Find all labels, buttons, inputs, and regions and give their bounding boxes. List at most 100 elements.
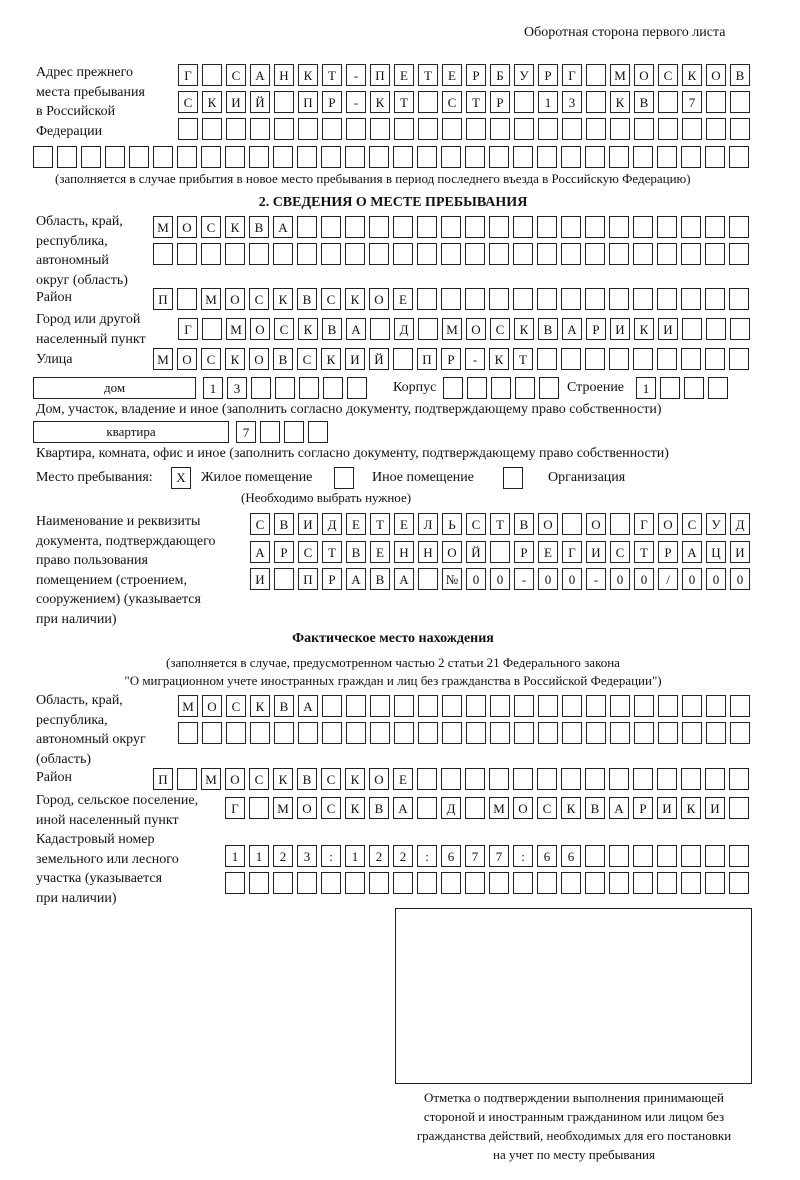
char-cell[interactable] bbox=[657, 845, 677, 867]
char-cell[interactable] bbox=[657, 146, 677, 168]
char-cell[interactable] bbox=[417, 243, 437, 265]
char-cell[interactable] bbox=[274, 91, 294, 113]
char-cell[interactable] bbox=[284, 421, 304, 443]
char-cell[interactable] bbox=[586, 695, 606, 717]
char-cell[interactable]: А bbox=[250, 64, 270, 86]
region-row-2[interactable] bbox=[153, 243, 753, 265]
char-cell[interactable] bbox=[442, 118, 462, 140]
char-cell[interactable]: Г bbox=[225, 797, 245, 819]
char-cell[interactable] bbox=[729, 797, 749, 819]
char-cell[interactable] bbox=[681, 348, 701, 370]
char-cell[interactable]: С bbox=[321, 797, 341, 819]
char-cell[interactable] bbox=[609, 216, 629, 238]
char-cell[interactable]: Р bbox=[466, 64, 486, 86]
char-cell[interactable] bbox=[346, 722, 366, 744]
char-cell[interactable] bbox=[297, 216, 317, 238]
char-cell[interactable]: П bbox=[298, 91, 318, 113]
char-cell[interactable] bbox=[321, 146, 341, 168]
char-cell[interactable] bbox=[660, 377, 680, 399]
char-cell[interactable] bbox=[226, 118, 246, 140]
char-cell[interactable] bbox=[609, 146, 629, 168]
char-cell[interactable] bbox=[297, 872, 317, 894]
char-cell[interactable]: 0 bbox=[634, 568, 654, 590]
char-cell[interactable] bbox=[489, 216, 509, 238]
char-cell[interactable] bbox=[370, 318, 390, 340]
char-cell[interactable]: С bbox=[274, 318, 294, 340]
char-cell[interactable]: В bbox=[273, 348, 293, 370]
char-cell[interactable] bbox=[585, 768, 605, 790]
char-cell[interactable]: К bbox=[610, 91, 630, 113]
char-cell[interactable] bbox=[729, 845, 749, 867]
char-cell[interactable]: А bbox=[346, 318, 366, 340]
char-cell[interactable]: М bbox=[442, 318, 462, 340]
char-cell[interactable]: Т bbox=[322, 541, 342, 563]
char-cell[interactable]: П bbox=[153, 288, 173, 310]
char-cell[interactable] bbox=[274, 722, 294, 744]
char-cell[interactable] bbox=[634, 722, 654, 744]
char-cell[interactable]: 1 bbox=[345, 845, 365, 867]
char-cell[interactable]: Г bbox=[634, 513, 654, 535]
char-cell[interactable] bbox=[515, 377, 535, 399]
char-cell[interactable] bbox=[202, 318, 222, 340]
char-cell[interactable] bbox=[682, 695, 702, 717]
char-cell[interactable] bbox=[249, 243, 269, 265]
char-cell[interactable]: И bbox=[345, 348, 365, 370]
char-cell[interactable]: А bbox=[609, 797, 629, 819]
char-cell[interactable] bbox=[275, 377, 295, 399]
char-cell[interactable] bbox=[706, 722, 726, 744]
char-cell[interactable]: И bbox=[657, 797, 677, 819]
char-cell[interactable] bbox=[681, 216, 701, 238]
char-cell[interactable]: Н bbox=[274, 64, 294, 86]
char-cell[interactable] bbox=[682, 318, 702, 340]
char-cell[interactable] bbox=[609, 872, 629, 894]
char-cell[interactable]: С bbox=[250, 513, 270, 535]
cadastre-row-2[interactable] bbox=[225, 872, 753, 894]
char-cell[interactable]: К bbox=[345, 797, 365, 819]
char-cell[interactable]: О bbox=[538, 513, 558, 535]
char-cell[interactable] bbox=[177, 768, 197, 790]
char-cell[interactable]: М bbox=[273, 797, 293, 819]
char-cell[interactable]: О bbox=[658, 513, 678, 535]
char-cell[interactable] bbox=[730, 318, 750, 340]
char-cell[interactable] bbox=[249, 146, 269, 168]
char-cell[interactable]: 0 bbox=[466, 568, 486, 590]
char-cell[interactable] bbox=[513, 768, 533, 790]
char-cell[interactable] bbox=[657, 288, 677, 310]
char-cell[interactable] bbox=[708, 377, 728, 399]
char-cell[interactable]: - bbox=[465, 348, 485, 370]
char-cell[interactable]: : bbox=[417, 845, 437, 867]
char-cell[interactable]: О bbox=[297, 797, 317, 819]
char-cell[interactable]: И bbox=[658, 318, 678, 340]
char-cell[interactable]: : bbox=[513, 845, 533, 867]
char-cell[interactable]: С bbox=[321, 288, 341, 310]
char-cell[interactable] bbox=[465, 216, 485, 238]
char-cell[interactable] bbox=[321, 243, 341, 265]
char-cell[interactable] bbox=[394, 722, 414, 744]
char-cell[interactable] bbox=[417, 797, 437, 819]
char-cell[interactable] bbox=[346, 118, 366, 140]
char-cell[interactable]: М bbox=[201, 288, 221, 310]
char-cell[interactable] bbox=[730, 118, 750, 140]
char-cell[interactable]: А bbox=[682, 541, 702, 563]
char-cell[interactable] bbox=[729, 348, 749, 370]
char-cell[interactable] bbox=[418, 695, 438, 717]
char-cell[interactable] bbox=[466, 722, 486, 744]
char-cell[interactable]: П bbox=[417, 348, 437, 370]
char-cell[interactable]: С bbox=[298, 541, 318, 563]
char-cell[interactable] bbox=[441, 216, 461, 238]
char-cell[interactable] bbox=[393, 146, 413, 168]
char-cell[interactable] bbox=[561, 348, 581, 370]
char-cell[interactable] bbox=[369, 216, 389, 238]
char-cell[interactable] bbox=[465, 243, 485, 265]
char-cell[interactable] bbox=[585, 216, 605, 238]
char-cell[interactable] bbox=[561, 146, 581, 168]
char-cell[interactable] bbox=[153, 146, 173, 168]
char-cell[interactable] bbox=[418, 722, 438, 744]
char-cell[interactable] bbox=[706, 695, 726, 717]
char-cell[interactable] bbox=[260, 421, 280, 443]
char-cell[interactable]: А bbox=[394, 568, 414, 590]
char-cell[interactable] bbox=[657, 216, 677, 238]
char-cell[interactable] bbox=[729, 216, 749, 238]
char-cell[interactable]: М bbox=[178, 695, 198, 717]
